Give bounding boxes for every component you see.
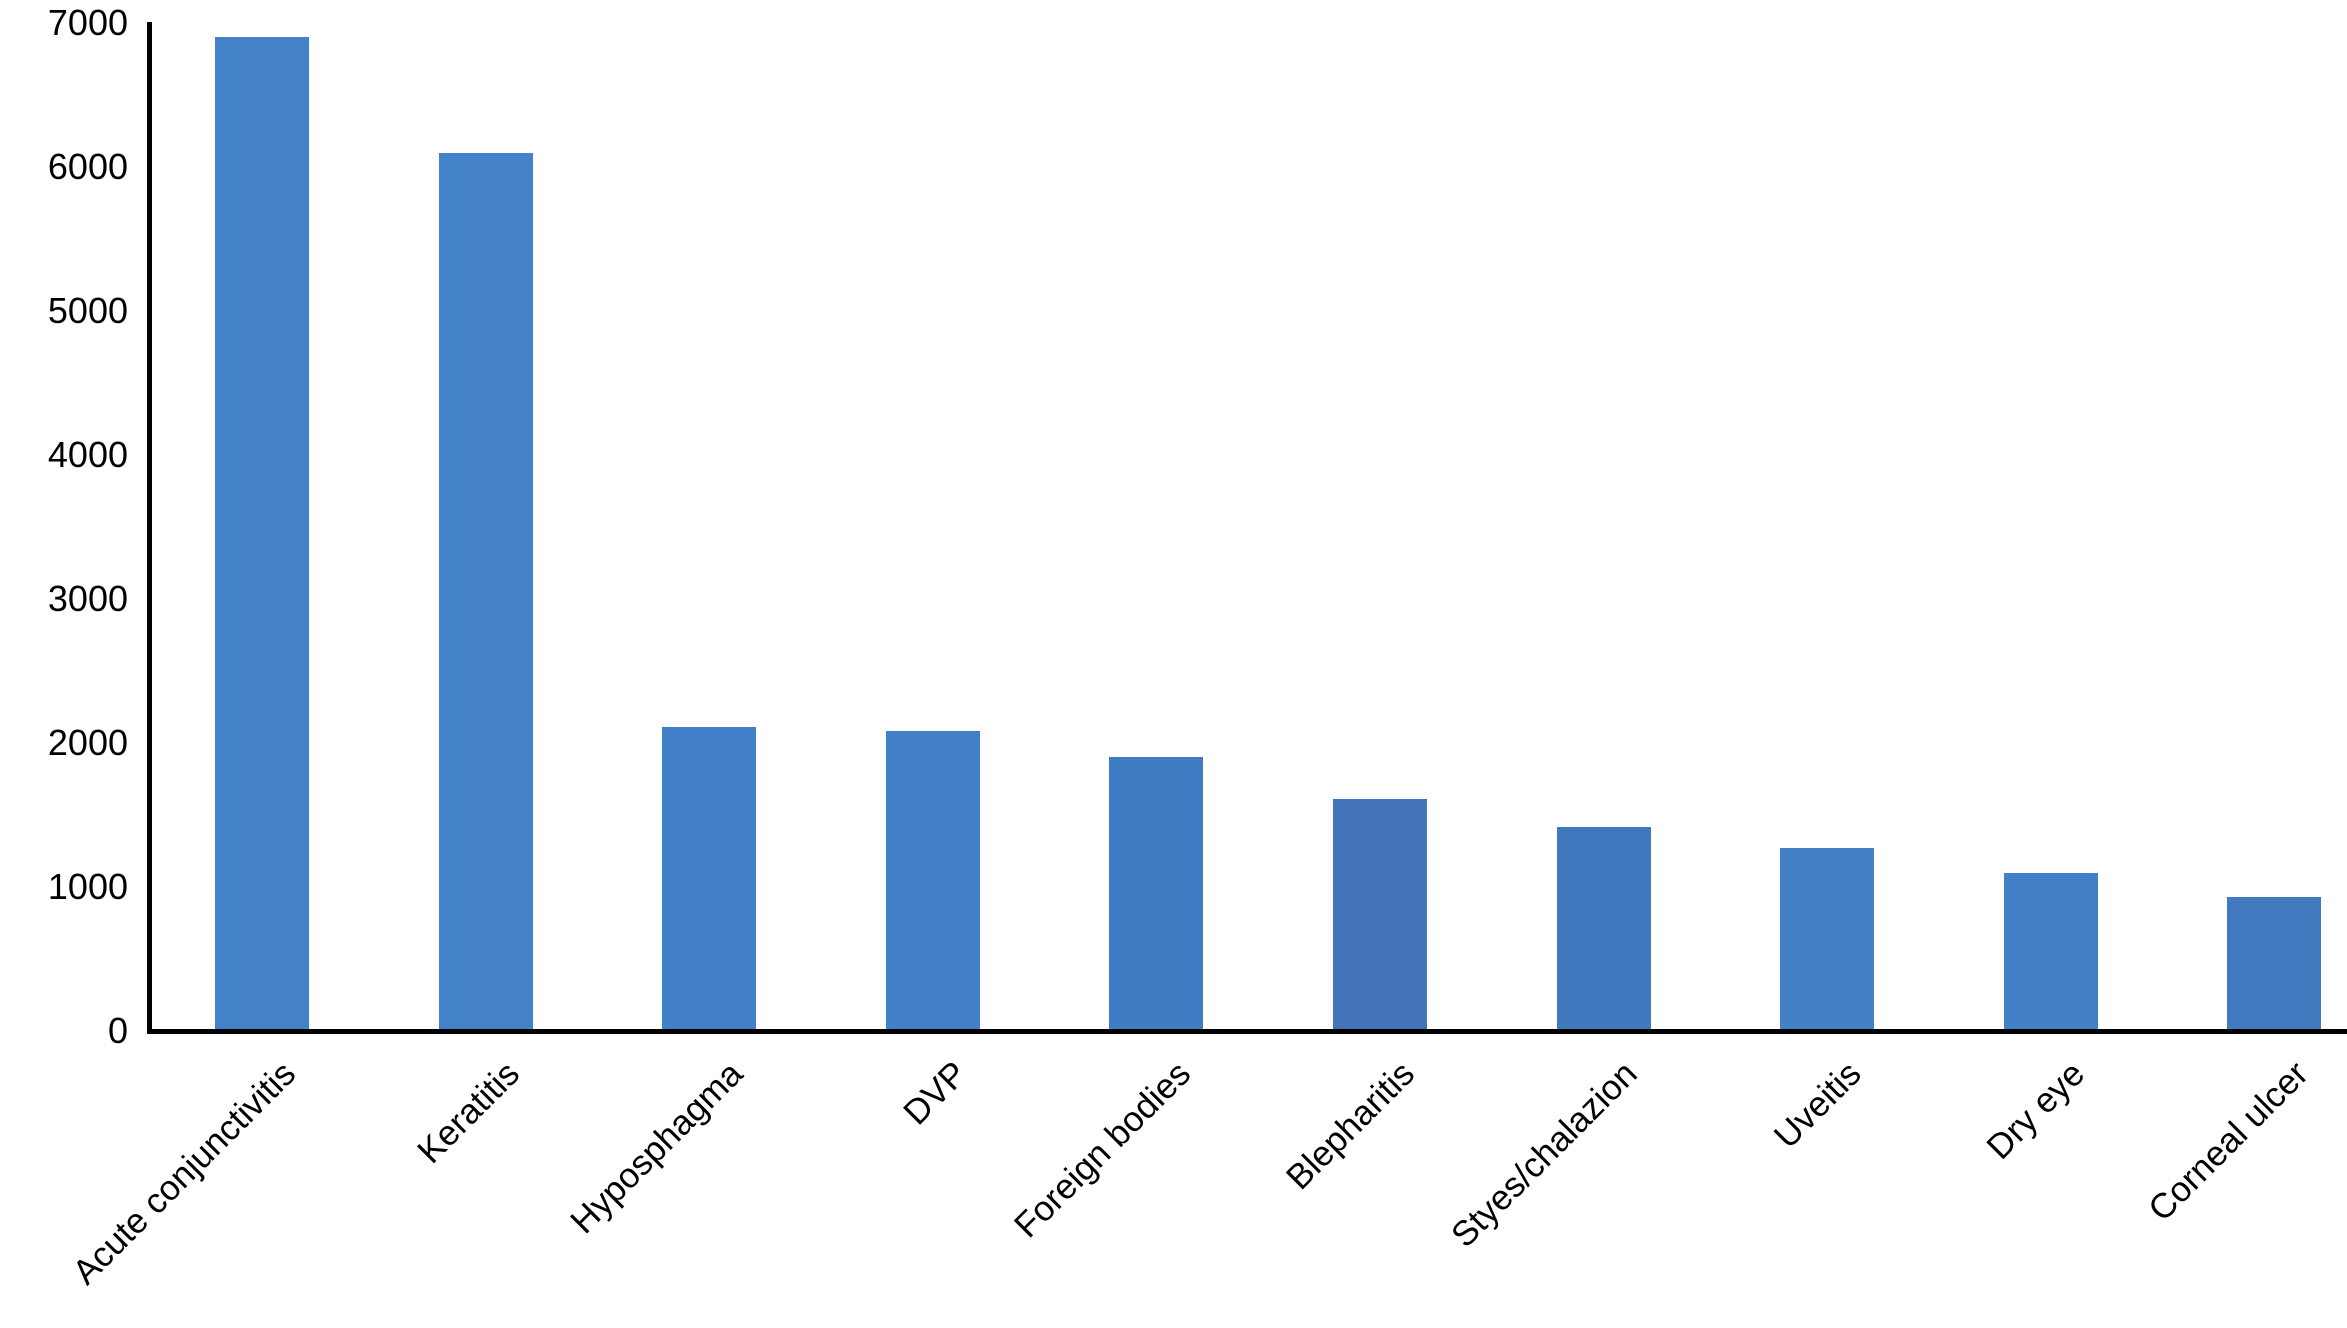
- x-category-label-acute-conjunctivitis: Acute conjunctivitis: [65, 1054, 304, 1293]
- y-tick-label-6000: 6000: [47, 146, 128, 187]
- x-category-label-uveitis: Uveitis: [1766, 1054, 1869, 1156]
- y-tick-label-5000: 5000: [47, 290, 128, 331]
- bar-hyposphagma: [662, 727, 757, 1029]
- y-tick-label-4000: 4000: [47, 434, 128, 475]
- x-category-label-blepharitis: Blepharitis: [1278, 1054, 1422, 1198]
- x-category-label-dvp: DVP: [895, 1054, 975, 1133]
- bar-keratitis: [438, 152, 533, 1029]
- x-category-label-keratitis: Keratitis: [410, 1054, 528, 1171]
- bar-blepharitis: [1333, 799, 1427, 1029]
- x-category-label-styes-chalazion: Styes/chalazion: [1444, 1054, 1646, 1255]
- x-category-label-corneal-ulcer: Corneal ulcer: [2141, 1054, 2316, 1229]
- bar-dvp: [885, 731, 980, 1029]
- y-tick-label-1000: 1000: [47, 866, 128, 907]
- y-tick-label-0: 0: [107, 1010, 128, 1051]
- bar-styes-chalazion: [1556, 826, 1651, 1029]
- y-tick-label-7000: 7000: [47, 2, 128, 43]
- bar-acute-conjunctivitis: [215, 37, 309, 1029]
- x-axis-line: [147, 1029, 2347, 1034]
- bar-dry-eye: [2003, 872, 2098, 1029]
- y-axis-line: [147, 22, 152, 1034]
- bar-corneal-ulcer: [2227, 897, 2322, 1029]
- y-tick-label-2000: 2000: [47, 722, 128, 763]
- x-category-label-hyposphagma: Hyposphagma: [563, 1054, 751, 1242]
- y-tick-label-3000: 3000: [47, 578, 128, 619]
- bar-uveitis: [1780, 848, 1875, 1029]
- x-category-label-dry-eye: Dry eye: [1979, 1054, 2093, 1167]
- bar-foreign-bodies: [1109, 757, 1204, 1029]
- x-category-label-foreign-bodies: Foreign bodies: [1006, 1054, 1198, 1246]
